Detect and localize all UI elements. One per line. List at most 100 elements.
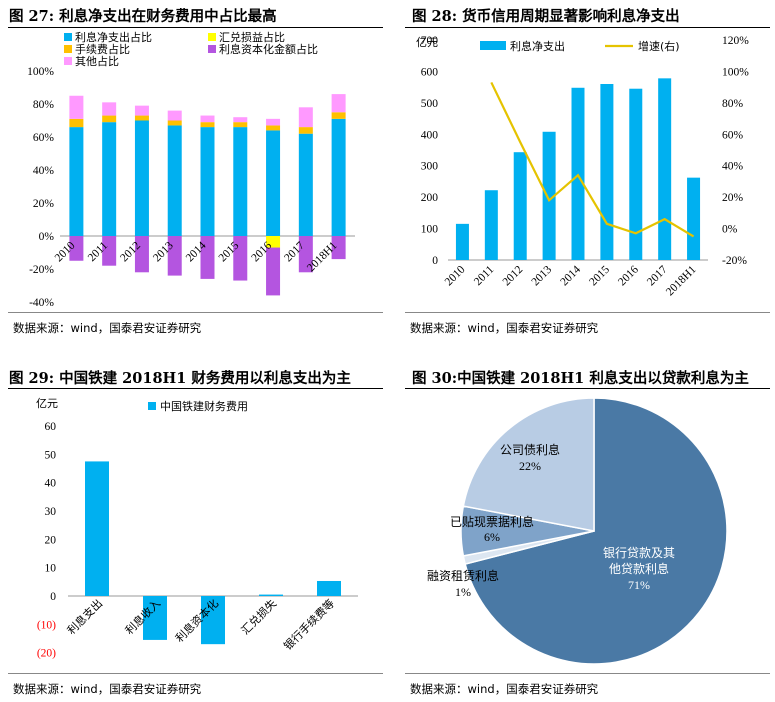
fig28-xtick-label: 2010: [443, 263, 468, 288]
fig28-title: 图 28: 货币信用周期显著影响利息净支出: [412, 8, 680, 25]
fig27-bar-segment: [331, 94, 346, 113]
fig27-legend-label: 手续费占比: [75, 42, 130, 56]
fig28-ytick-right: 100%: [722, 66, 749, 78]
fig27-bar-segment: [134, 105, 149, 116]
fig27-bar-segment: [167, 110, 182, 121]
fig30-source: 数据来源：wind，国泰君安证券研究: [410, 682, 599, 696]
fig27-bar-segment: [134, 115, 149, 121]
fig27-ytick-label: -20%: [29, 264, 54, 276]
fig27-bar-segment: [331, 236, 346, 260]
fig30-bottom-rule: [405, 673, 770, 674]
fig27-bar-segment: [200, 122, 215, 128]
fig27-bar-segment: [102, 115, 117, 123]
fig27-legend-swatch: [208, 45, 216, 53]
fig28-ytick-right: 20%: [722, 192, 744, 204]
fig29-ytick-label: 20: [45, 534, 57, 546]
fig27-bottom-rule: [8, 312, 383, 313]
fig29-ytick-label: (20): [37, 648, 56, 660]
fig27-bar-segment: [167, 125, 182, 236]
fig29-ytick-label: 0: [50, 591, 56, 603]
fig29-ytick-label: 60: [45, 421, 57, 433]
fig28-bar: [542, 131, 556, 260]
fig27-bar-segment: [69, 118, 84, 128]
fig27-bar-segment: [266, 247, 281, 296]
fig27-bar-segment: [233, 122, 248, 128]
fig27-bar-segment: [69, 127, 84, 236]
fig29-ytick-label: 40: [45, 478, 57, 490]
fig27-bar-segment: [298, 133, 313, 236]
fig27-bar-segment: [167, 236, 182, 276]
fig27-bar-segment: [167, 120, 182, 126]
fig27-bar-segment: [102, 236, 117, 266]
fig30-slice-pct: 6%: [484, 530, 500, 544]
fig27-bar-segment: [233, 236, 248, 281]
fig27-bar-segment: [266, 125, 281, 131]
fig27-bar-segment: [134, 236, 149, 273]
fig27-legend-label: 其他占比: [75, 54, 119, 68]
fig28-xtick-label: 2015: [587, 263, 612, 288]
fig28-xtick-label: 2013: [529, 263, 554, 288]
fig28-ytick-right: 40%: [722, 161, 744, 173]
fig27-ytick-label: 0%: [39, 231, 55, 243]
fig28-ytick-right: 120%: [722, 35, 749, 47]
fig29-source: 数据来源：wind，国泰君安证券研究: [13, 682, 202, 696]
fig29-xtick-label: 银行手续费等: [281, 596, 338, 653]
fig27-legend-label: 利息净支出占比: [75, 30, 152, 44]
fig29-ytick-label: (10): [37, 619, 56, 631]
fig28-ytick-left: 400: [421, 129, 439, 141]
fig28-ytick-right: 80%: [722, 98, 744, 110]
fig27-bar-segment: [331, 118, 346, 236]
fig27-bar-segment: [200, 127, 215, 236]
fig27-bar-segment: [298, 107, 313, 128]
fig27-bar-segment: [266, 236, 281, 248]
fig29-legend-swatch: [148, 402, 156, 410]
fig27-chart: 100%80%60%40%20%0%-20%-40%2010 2011 2012 20…: [27, 30, 355, 309]
fig30-slice-label: 他贷款利息: [609, 561, 669, 576]
fig27-ytick-label: 80%: [33, 99, 55, 111]
fig30-pie-slice: [464, 397, 728, 665]
fig27-legend-swatch: [64, 33, 72, 41]
fig27-bar-segment: [331, 112, 346, 119]
fig28-bar: [629, 88, 643, 260]
fig28-bar: [600, 84, 614, 260]
fig28-bar: [455, 223, 469, 260]
fig27-bar-segment: [233, 127, 248, 236]
fig27-bar-segment: [102, 122, 117, 236]
fig27-ytick-label: 20%: [33, 198, 55, 210]
fig27-bar-segment: [134, 120, 149, 236]
fig28-bar: [687, 177, 701, 260]
fig27-bar-segment: [298, 127, 313, 134]
fig30-slice-label: 融资租赁利息: [427, 568, 499, 583]
fig30-slice-label: 银行贷款及其: [603, 546, 675, 560]
fig28-ytick-right: 60%: [722, 129, 744, 141]
fig28-xtick-label: 2014: [558, 263, 583, 288]
fig30-slice-pct: 1%: [455, 585, 471, 599]
fig28-ytick-left: 200: [421, 192, 439, 204]
fig28-bar: [658, 78, 672, 260]
fig30-pie-slice: [462, 397, 595, 532]
fig27-source: 数据来源：wind，国泰君安证券研究: [13, 321, 202, 335]
fig28-bar: [484, 190, 498, 260]
fig27-legend-swatch: [208, 33, 216, 41]
fig28-ytick-left: 300: [421, 161, 439, 173]
fig29-ytick-label: 30: [45, 506, 57, 518]
fig28-ytick-left: 500: [421, 98, 439, 110]
fig27-ytick-label: -40%: [29, 297, 54, 309]
fig27-legend-label: 利息资本化金额占比: [219, 42, 318, 56]
fig29-bar: [85, 461, 109, 596]
fig27-bar-segment: [200, 115, 215, 123]
fig27-legend-swatch: [64, 57, 72, 65]
fig30-title-rule: [405, 388, 770, 389]
fig28-xtick-label: 2018H1: [664, 263, 699, 298]
fig29-ylabel: 亿元: [36, 397, 58, 410]
fig28-ytick-left: 600: [421, 66, 439, 78]
fig27-bar-segment: [200, 236, 215, 279]
fig27-ytick-label: 60%: [33, 132, 55, 144]
fig30-slice-pct: 22%: [519, 459, 541, 473]
fig29-bar: [259, 594, 283, 596]
fig27-legend-label: 汇兑损益占比: [219, 30, 285, 44]
fig28-chart: 700 600 500 400 300 200 100 0 120% 100% 80% 60% 40% 2…: [416, 35, 749, 298]
fig28-bar: [513, 152, 527, 260]
